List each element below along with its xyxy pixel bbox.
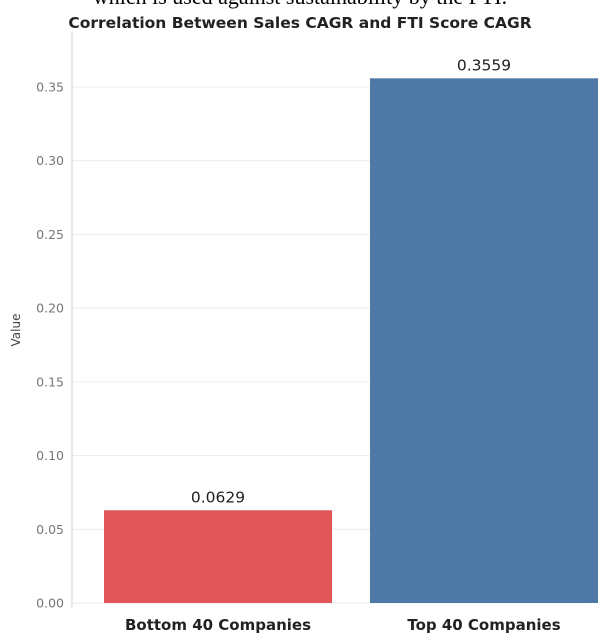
- category-label: Bottom 40 Companies: [125, 616, 311, 634]
- y-axis-ticks: 0.00 0.05 0.10 0.15 0.20 0.25 0.30 0.35: [36, 80, 64, 611]
- bar: [104, 510, 332, 603]
- y-tick-label: 0.20: [36, 301, 64, 316]
- y-tick-label: 0.10: [36, 448, 64, 463]
- y-tick-label: 0.35: [36, 80, 64, 95]
- bar-value-label: 0.3559: [457, 56, 511, 74]
- category-label: Top 40 Companies: [407, 616, 560, 634]
- category-labels: Bottom 40 Companies Top 40 Companies: [125, 616, 561, 634]
- bars: [104, 78, 598, 604]
- y-axis-label: Value: [9, 314, 23, 347]
- bar-value-label: 0.0629: [191, 488, 245, 506]
- y-tick-label: 0.30: [36, 153, 64, 168]
- bar: [370, 78, 598, 604]
- y-tick-label: 0.00: [36, 596, 64, 611]
- y-tick-label: 0.05: [36, 522, 64, 537]
- chart-title: Correlation Between Sales CAGR and FTI S…: [68, 14, 532, 32]
- y-tick-label: 0.15: [36, 374, 64, 389]
- y-tick-label: 0.25: [36, 227, 64, 242]
- cropped-caption-text: which is used against sustainability by …: [0, 0, 600, 10]
- data-labels: 0.0629 0.3559: [191, 56, 511, 506]
